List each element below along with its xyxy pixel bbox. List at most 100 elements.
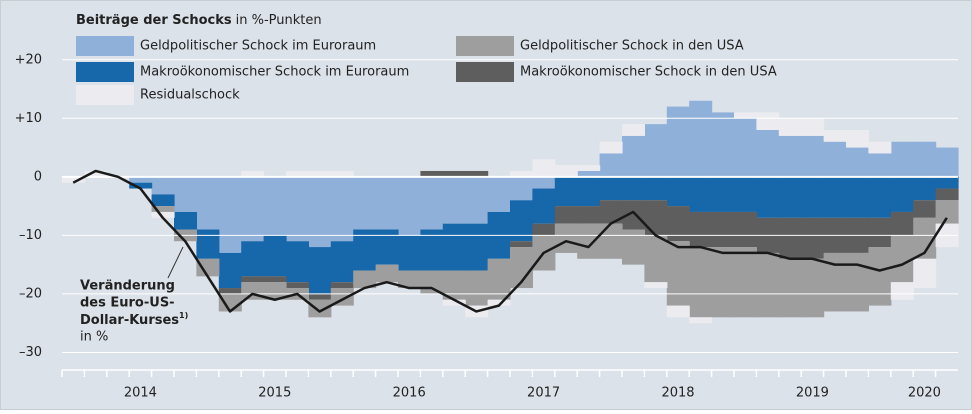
area-segment (846, 130, 869, 148)
area-segment (532, 176, 556, 189)
area-segment (846, 176, 869, 218)
area-segment (689, 176, 713, 212)
area-segment (532, 223, 556, 236)
area-segment (868, 217, 892, 248)
area-segment (599, 200, 623, 224)
y-tick-label: –30 (19, 345, 42, 360)
area-segment (644, 124, 668, 177)
area-segment (442, 223, 466, 271)
area-segment (778, 118, 802, 136)
legend-swatch (456, 62, 514, 82)
area-segment (689, 211, 713, 248)
area-segment (756, 252, 780, 318)
area-segment (487, 258, 511, 300)
y-tick-label: –20 (19, 286, 42, 301)
area-segment (510, 200, 533, 242)
annotation-text: Dollar-Kurses (80, 313, 179, 328)
y-tick-label: +10 (15, 111, 42, 126)
area-segment (554, 223, 578, 253)
annotation-connector (167, 246, 184, 279)
area-segment (666, 206, 690, 242)
legend-label: Makroökonomischer Schock im Euroraum (140, 65, 409, 80)
area-segment (465, 223, 489, 271)
legend-label: Geldpolitischer Schock im Euroraum (140, 39, 376, 54)
area-segment (577, 165, 601, 171)
area-segment (890, 141, 914, 177)
area-segment (554, 165, 578, 177)
x-tick-label: 2018 (661, 386, 694, 401)
area-segment (263, 276, 287, 283)
area-segment (84, 170, 108, 177)
area-segment (241, 176, 265, 242)
area-segment (554, 206, 578, 224)
area-segment (241, 170, 265, 177)
area-segment (913, 217, 937, 259)
area-segment (823, 141, 847, 177)
area-segment (510, 170, 533, 177)
area-segment (330, 176, 354, 242)
area-segment (622, 124, 645, 136)
area-segment (398, 235, 421, 271)
area-segment (151, 206, 175, 212)
area-segment (577, 223, 601, 259)
area-segment (711, 176, 735, 212)
area-segment (218, 288, 242, 294)
area-segment (778, 258, 802, 318)
area-segment (286, 176, 309, 242)
area-segment (308, 293, 332, 300)
area-segment (353, 176, 377, 230)
area-segment (868, 153, 892, 177)
area-segment (734, 112, 757, 119)
area-segment (935, 176, 959, 189)
area-segment (622, 135, 645, 177)
area-segment (622, 200, 645, 230)
annotation-footnote: 1) (179, 311, 188, 320)
area-segment (935, 188, 959, 201)
annotation-unit: in % (80, 330, 108, 345)
area-segment (263, 235, 287, 277)
exchange-rate-line (72, 169, 948, 313)
area-segment (218, 176, 242, 253)
y-tick-label: –10 (19, 228, 42, 243)
area-segment (465, 170, 489, 177)
area-segment (420, 170, 444, 177)
area-segment (801, 217, 825, 259)
area-segment (846, 147, 869, 177)
area-segment (532, 159, 556, 177)
area-segment (151, 211, 175, 218)
area-segment (196, 229, 220, 259)
area-segment (398, 270, 421, 289)
area-segment (532, 188, 556, 224)
area-segment (510, 247, 533, 289)
area-segment (823, 176, 847, 218)
area-segment (218, 293, 242, 312)
annotation-line: des Euro-US- (80, 296, 175, 311)
area-segment (577, 170, 601, 177)
area-segment (666, 241, 690, 306)
area-segment (129, 176, 153, 183)
area-segment (913, 176, 937, 201)
area-segment (263, 282, 287, 300)
area-segment (420, 270, 444, 294)
area-segment (577, 176, 601, 207)
area-segment (666, 106, 690, 177)
area-segment (487, 176, 511, 212)
area-segment (890, 211, 914, 236)
area-segment (62, 176, 85, 183)
legend-unit: in %-Punkten (236, 13, 322, 28)
area-segment (801, 118, 825, 136)
area-segment (778, 176, 802, 218)
area-segment (711, 247, 735, 318)
area-segment (599, 141, 623, 154)
area-segment (734, 211, 757, 248)
area-segment (801, 176, 825, 218)
annotation-line: Veränderung (80, 279, 175, 294)
area-segment (756, 176, 780, 218)
area-segment (711, 211, 735, 248)
area-segment (330, 241, 354, 283)
area-segment (151, 176, 175, 195)
area-segment (734, 118, 757, 177)
area-segment (398, 176, 421, 236)
area-segment (823, 252, 847, 312)
area-segment (868, 247, 892, 306)
